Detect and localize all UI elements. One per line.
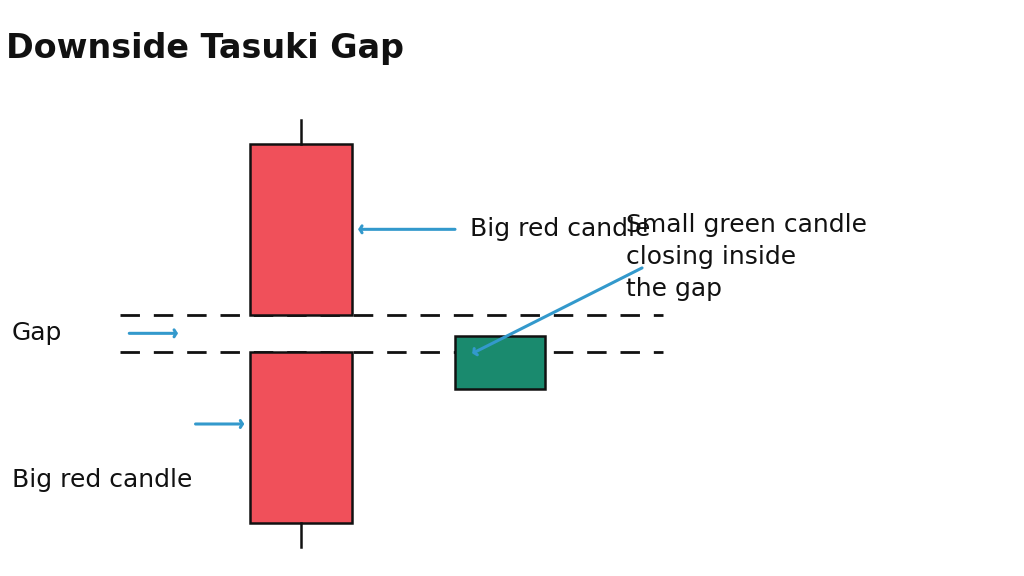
Text: Gap: Gap bbox=[12, 321, 62, 346]
Bar bbox=[250, 144, 352, 314]
Text: Big red candle: Big red candle bbox=[470, 217, 650, 241]
Bar bbox=[455, 336, 545, 389]
Text: Small green candle
closing inside
the gap: Small green candle closing inside the ga… bbox=[627, 213, 867, 301]
Bar bbox=[250, 352, 352, 522]
Text: Downside Tasuki Gap: Downside Tasuki Gap bbox=[6, 32, 404, 65]
Text: Big red candle: Big red candle bbox=[12, 468, 193, 492]
